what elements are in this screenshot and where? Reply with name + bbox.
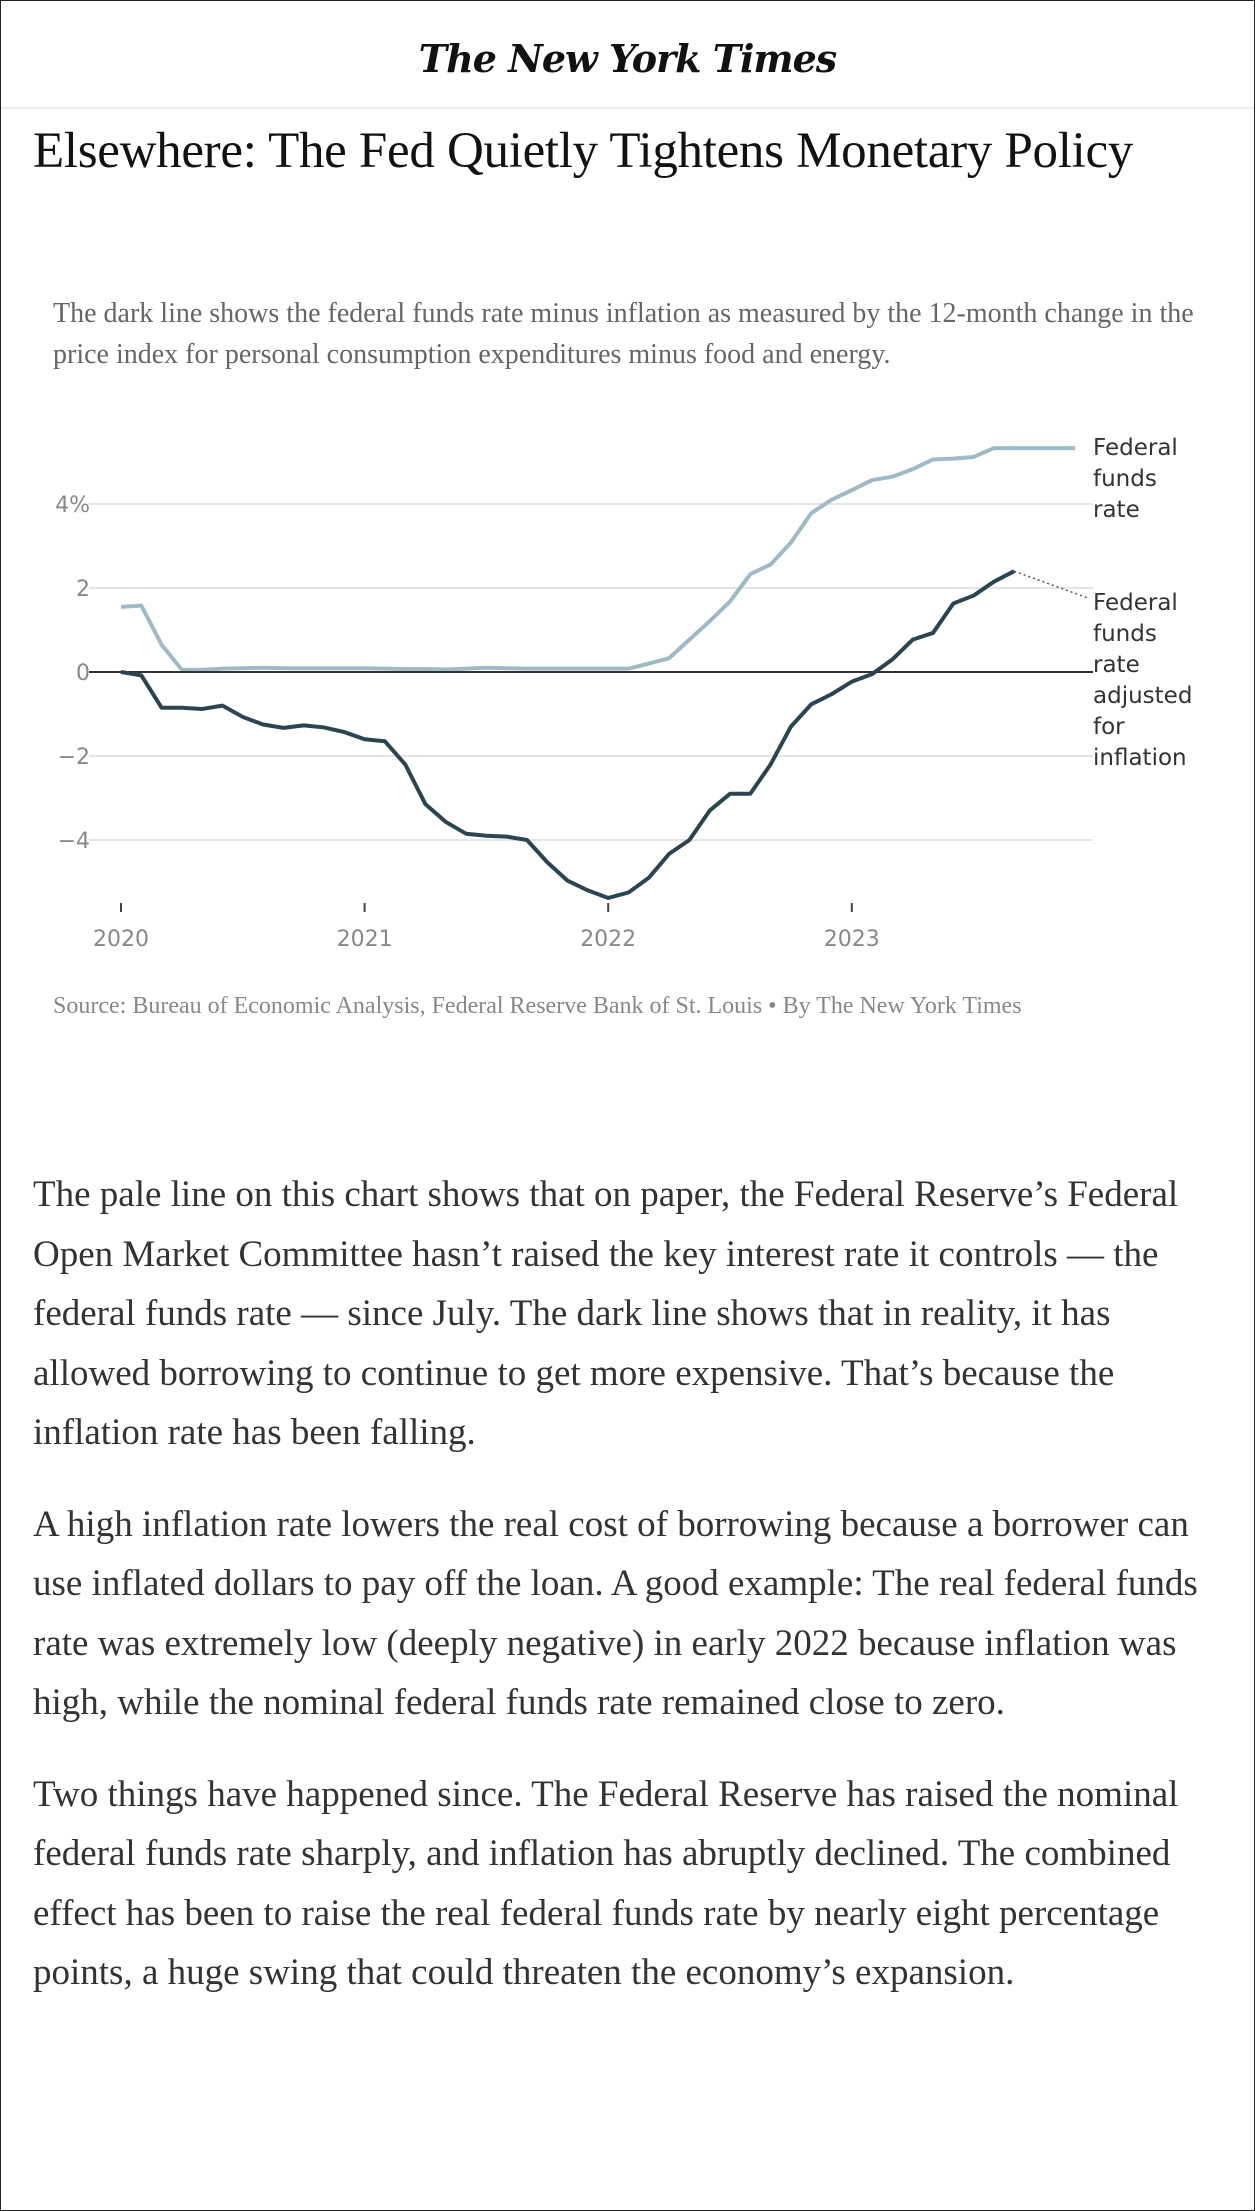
series-label-line: rate [1093, 652, 1140, 678]
series-label-line: for [1093, 714, 1125, 740]
series-labels: Federal funds rate Federal funds rate adjusted… [1093, 435, 1192, 771]
series-label-line: funds [1093, 621, 1157, 647]
x-tick-label: 2022 [580, 927, 636, 952]
x-axis: 2020 2021 2022 2023 [93, 903, 880, 952]
real-rate-line [120, 569, 1016, 900]
x-tick-label: 2020 [93, 927, 149, 952]
line-chart: 4% 2 0 −2 −4 2020 2021 2022 2023 Federal funds ra… [55, 435, 1192, 952]
series-label-line: Federal [1093, 590, 1178, 616]
y-tick-label: 0 [76, 661, 90, 686]
y-tick-label: 4% [55, 493, 90, 518]
article-body: The pale line on this chart shows that o… [33, 1165, 1228, 2035]
series-label-line: rate [1093, 497, 1140, 523]
series-label-nominal: Federal funds rate [1093, 435, 1178, 523]
nyt-logo[interactable]: The New York Times [418, 36, 837, 81]
x-tick-label: 2021 [337, 927, 393, 952]
y-tick-label: 2 [76, 577, 90, 602]
series-label-line: funds [1093, 466, 1157, 492]
article-paragraph: Two things have happened since. The Fede… [33, 1773, 1179, 1994]
series-label-line: inflation [1093, 745, 1187, 771]
series-label-real: Federal funds rate adjusted for inflation [1093, 590, 1192, 771]
x-tick-label: 2023 [824, 927, 880, 952]
article-paragraph: The pale line on this chart shows that o… [33, 1174, 1179, 1453]
nominal-rate-line [120, 446, 1076, 672]
y-tick-label: −2 [58, 745, 90, 770]
gridlines [89, 503, 1093, 841]
series-label-line: adjusted [1093, 683, 1192, 709]
header-divider [1, 107, 1254, 110]
chart-source: Source: Bureau of Economic Analysis, Fed… [53, 993, 1022, 1019]
series-label-line: Federal [1093, 435, 1178, 461]
y-tick-label: −4 [58, 829, 90, 854]
series-lines [89, 446, 1093, 900]
chart-description: The dark line shows the federal funds ra… [53, 298, 1194, 370]
masthead: The New York Times [0, 0, 1255, 107]
y-axis-labels: 4% 2 0 −2 −4 [55, 493, 90, 854]
article-paragraph: A high inflation rate lowers the real co… [33, 1503, 1198, 1724]
label-leader-line [1013, 570, 1089, 599]
page-title: Elsewhere: The Fed Quietly Tightens Mone… [33, 123, 1133, 179]
